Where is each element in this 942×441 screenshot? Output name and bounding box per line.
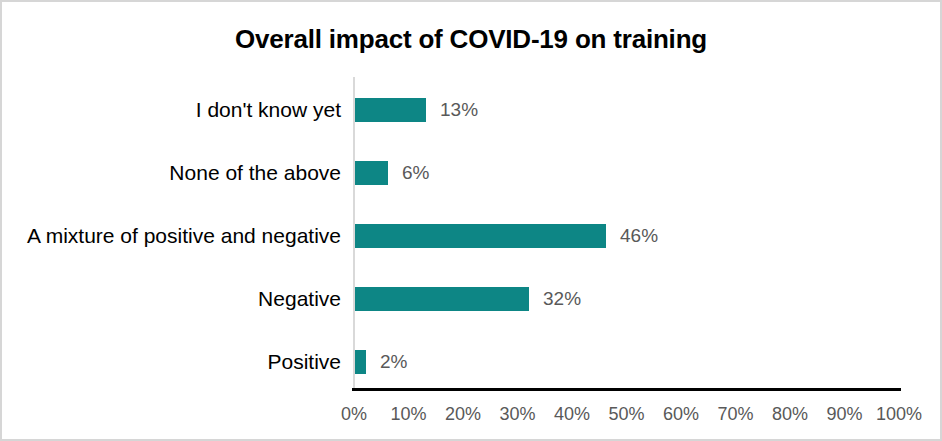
category-label: None of the above — [2, 160, 341, 186]
chart-title: Overall impact of COVID-19 on training — [2, 24, 940, 55]
bar — [355, 350, 366, 374]
value-label: 46% — [620, 225, 658, 247]
category-label: Negative — [2, 286, 341, 312]
bar — [355, 224, 606, 248]
chart-frame: Overall impact of COVID-19 on training I… — [0, 0, 942, 441]
category-label: A mixture of positive and negative — [2, 223, 341, 249]
value-label: 32% — [543, 288, 581, 310]
bar — [355, 161, 388, 185]
bar — [355, 98, 426, 122]
category-label: Positive — [2, 349, 341, 375]
bar — [355, 287, 529, 311]
value-label: 2% — [380, 351, 407, 373]
value-label: 6% — [402, 162, 429, 184]
x-tick-label: 100% — [864, 404, 934, 425]
value-label: 13% — [440, 99, 478, 121]
x-axis-line — [352, 388, 901, 391]
category-label: I don't know yet — [2, 97, 341, 123]
